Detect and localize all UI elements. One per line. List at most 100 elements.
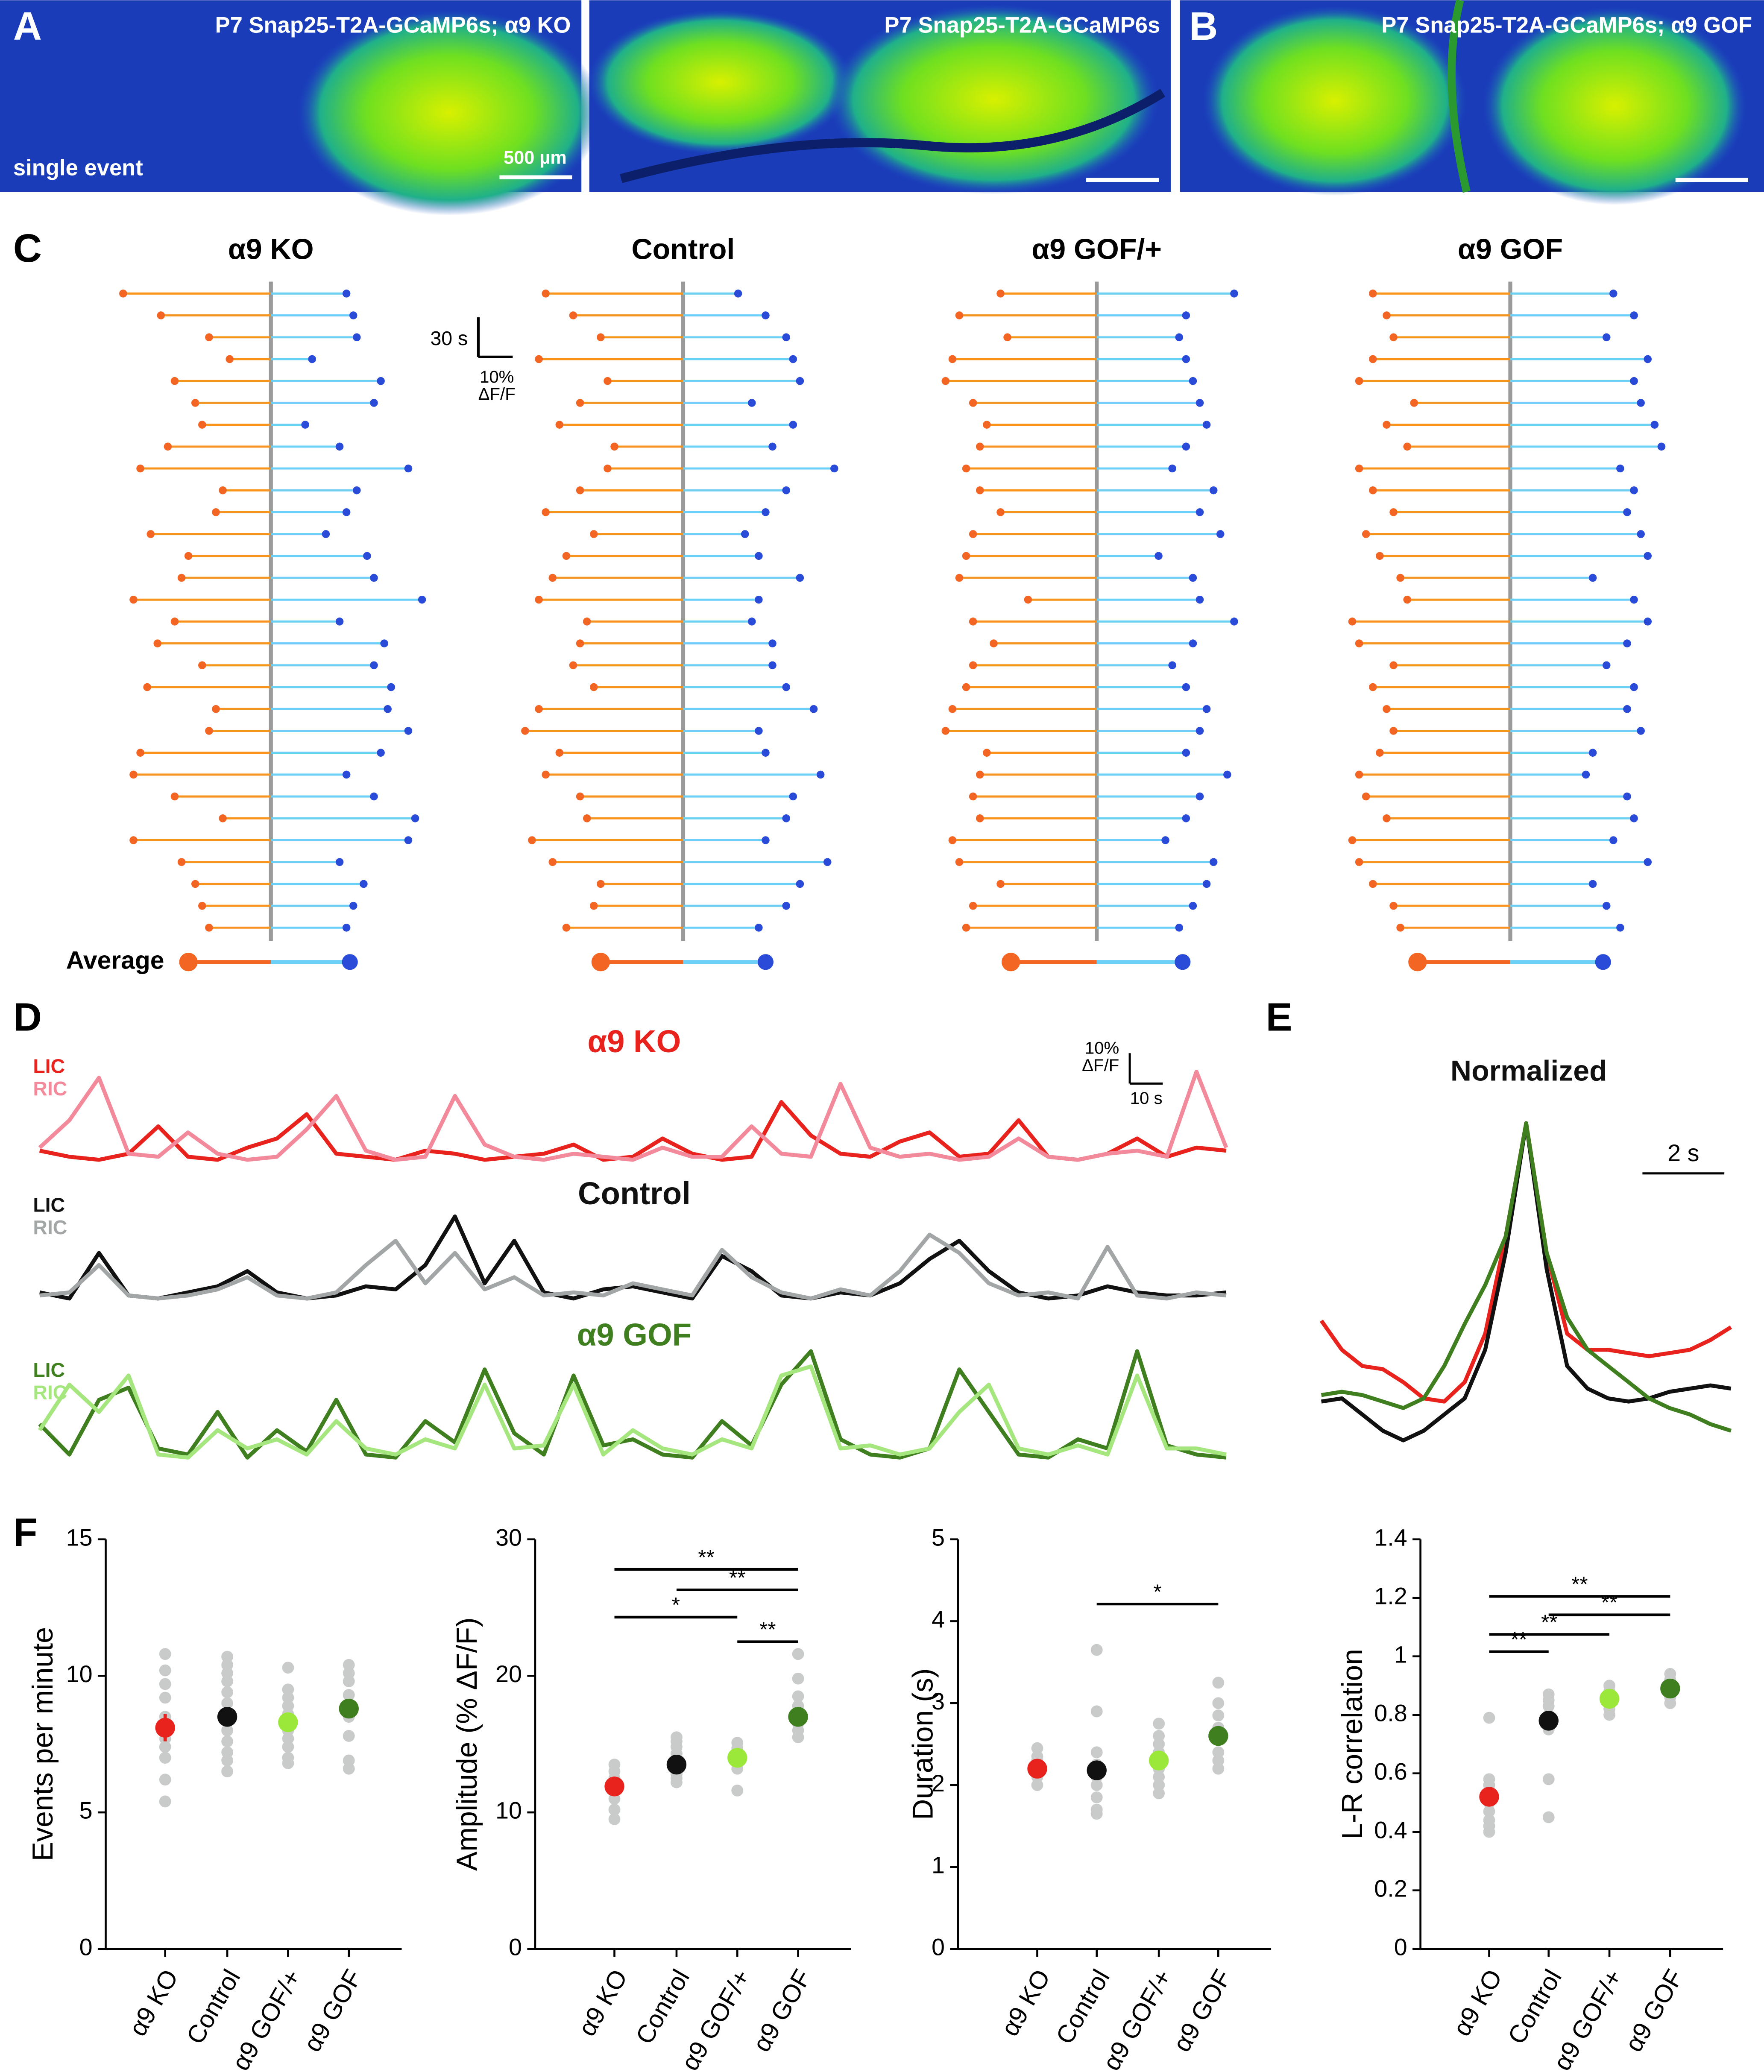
right-event (683, 727, 763, 735)
dot (143, 683, 151, 691)
right-event (1096, 421, 1211, 429)
right-event (271, 442, 344, 451)
dot (830, 464, 838, 473)
left-event (1383, 311, 1511, 319)
panel-label: A (13, 4, 42, 48)
left-event (1369, 683, 1511, 691)
y-tick-label: 2 (932, 1770, 945, 1797)
sig-label: * (1153, 1580, 1161, 1604)
dot (153, 639, 162, 647)
y-tick-label: 4 (932, 1606, 945, 1633)
dot (604, 464, 612, 473)
sig-label: ** (698, 1545, 715, 1569)
dot (184, 552, 193, 560)
point (1542, 1811, 1555, 1823)
trace (38, 1349, 1227, 1460)
dot (335, 858, 344, 866)
dot (1383, 311, 1391, 319)
right-event (1510, 749, 1597, 757)
left-event (1389, 661, 1511, 670)
dot (147, 530, 155, 538)
series-label: RIC (33, 1077, 67, 1100)
dot (969, 661, 977, 670)
dot (555, 749, 564, 757)
right-event (683, 836, 770, 844)
dot (1582, 770, 1590, 779)
dot (542, 290, 550, 298)
right-event (271, 705, 392, 713)
dot (1602, 333, 1611, 342)
point (343, 1675, 355, 1688)
chart-title: α9 KO (587, 1024, 681, 1059)
right-event (271, 464, 413, 473)
right-event (1510, 770, 1590, 779)
sig-label: ** (1511, 1628, 1527, 1651)
scale-label: 10% (1085, 1039, 1119, 1058)
y-tick-label: 20 (495, 1661, 522, 1687)
right-event (1510, 618, 1652, 626)
dot (1182, 442, 1190, 451)
point (1090, 1746, 1103, 1759)
dot (179, 953, 198, 972)
dot (1408, 953, 1427, 972)
dot (1630, 377, 1638, 385)
left-event (983, 421, 1097, 429)
scale-label: ΔF/F (1082, 1056, 1119, 1075)
dot (535, 705, 543, 713)
left-event (1389, 508, 1511, 516)
scale-label: 10 s (1130, 1089, 1163, 1108)
point (1090, 1791, 1103, 1803)
right-event (1510, 333, 1611, 342)
left-event (562, 924, 683, 932)
right-event (1510, 595, 1638, 604)
dot (528, 836, 536, 844)
dot (1168, 464, 1176, 473)
left-event (969, 618, 1097, 626)
dot (576, 399, 584, 407)
scale-label: 500 µm (504, 147, 567, 168)
left-event (191, 880, 271, 888)
series-label: LIC (33, 1359, 65, 1381)
right-event (683, 486, 790, 495)
left-event (1369, 880, 1511, 888)
dot (990, 639, 998, 647)
left-event (1348, 836, 1511, 844)
right-event (683, 508, 770, 516)
mean (1479, 1787, 1499, 1807)
right-event (683, 661, 777, 670)
dot (1588, 749, 1597, 757)
left-event (1369, 486, 1511, 495)
y-tick-label: 30 (495, 1524, 522, 1551)
dot (569, 311, 577, 319)
dot (955, 311, 964, 319)
left-event (1024, 595, 1097, 604)
dot (782, 901, 790, 910)
left-event (583, 814, 683, 822)
dot (1196, 727, 1204, 735)
dot (1383, 705, 1391, 713)
point (1483, 1826, 1495, 1838)
right-event (271, 530, 330, 538)
right-event (683, 595, 763, 604)
point (731, 1784, 744, 1797)
dot (1389, 508, 1398, 516)
left-event (542, 770, 683, 779)
left-event (569, 661, 683, 670)
point (792, 1672, 804, 1685)
right-event (683, 770, 825, 779)
dot (1389, 727, 1398, 735)
left-event (990, 639, 1097, 647)
dot (1588, 880, 1597, 888)
right-event (1510, 530, 1645, 538)
right-event (1096, 639, 1197, 647)
right-event (271, 574, 378, 582)
dot (1182, 814, 1190, 822)
dot (212, 508, 220, 516)
dot (1410, 399, 1418, 407)
mean (1208, 1726, 1228, 1746)
dot (976, 442, 984, 451)
dot (597, 333, 605, 342)
point (1664, 1697, 1676, 1709)
series-label: LIC (33, 1055, 65, 1077)
